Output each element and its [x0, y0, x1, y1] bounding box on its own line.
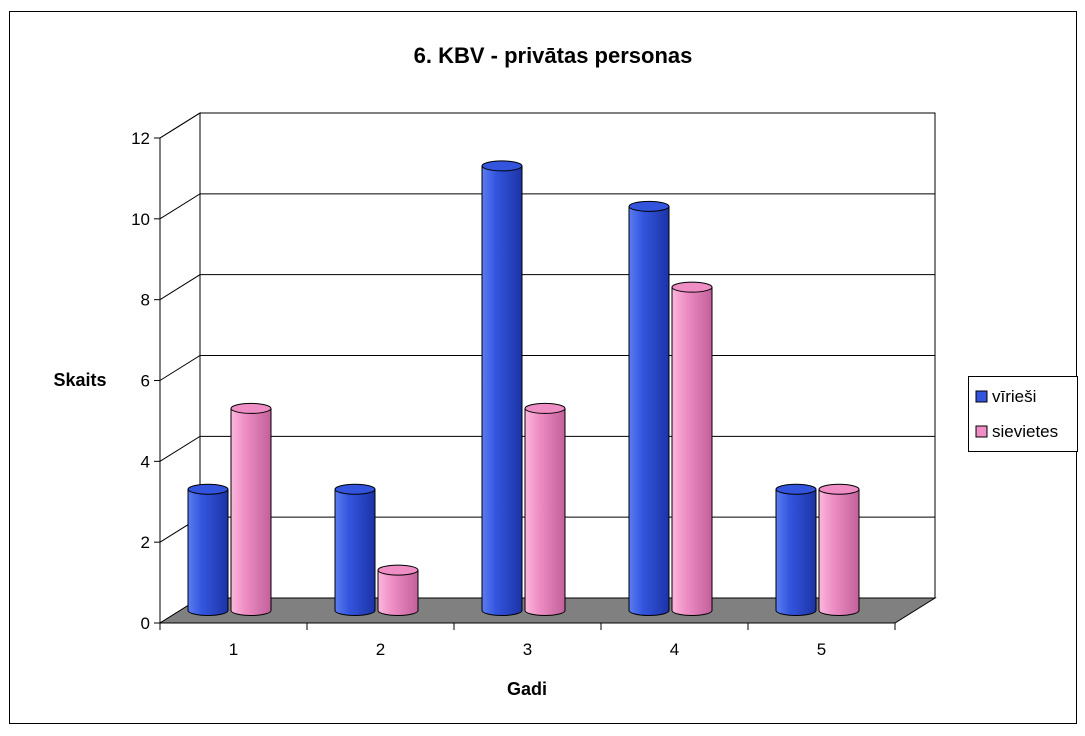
bar-body: [671, 286, 713, 616]
bar-top: [628, 200, 670, 212]
x-axis-title: Gadi: [507, 679, 547, 699]
bar-sievietes-1: [230, 402, 272, 616]
legend: vīrieši sievietes: [968, 376, 1078, 452]
x-tick-label: 4: [670, 640, 679, 659]
bar-vīrieši-1: [187, 483, 229, 616]
bar-body: [481, 165, 523, 616]
bar-vīrieši-3: [481, 160, 523, 616]
legend-box: [968, 376, 1078, 452]
gridline: [159, 193, 935, 220]
bar-top: [481, 160, 523, 172]
bar-top: [524, 402, 566, 414]
bar-top: [334, 483, 376, 495]
legend-label-1: sievietes: [992, 422, 1058, 441]
y-axis-title: Skaits: [53, 370, 106, 390]
bar-top: [230, 402, 272, 414]
legend-label-0: vīrieši: [992, 387, 1036, 406]
x-tick-label: 3: [523, 640, 532, 659]
y-tick-label: 12: [131, 129, 150, 148]
legend-swatch-1: [975, 425, 988, 438]
bar-body: [775, 488, 817, 616]
bar-vīrieši-2: [334, 483, 376, 616]
bar-body: [377, 569, 419, 616]
gridline: [159, 274, 935, 301]
gridline: [159, 112, 935, 139]
x-axis-ticks: 1 2 3 4 5: [159, 623, 896, 659]
x-tick-label: 1: [229, 640, 238, 659]
bar-sievietes-3: [524, 402, 566, 616]
y-axis-ticks: 0 2 4 6 8 10 12: [131, 129, 160, 633]
y-tick-label: 2: [141, 533, 150, 552]
bar-top: [187, 483, 229, 495]
bar-body: [628, 205, 670, 616]
y-tick-label: 0: [141, 614, 150, 633]
bar-body: [334, 488, 376, 616]
y-tick-label: 10: [131, 210, 150, 229]
legend-swatch-0: [975, 390, 988, 403]
bar-body: [187, 488, 229, 616]
bars: [187, 160, 860, 616]
x-tick-label: 2: [376, 640, 385, 659]
bar-sievietes-4: [671, 281, 713, 616]
bar-vīrieši-5: [775, 483, 817, 616]
bar-body: [818, 488, 860, 616]
bar-top: [818, 483, 860, 495]
y-tick-label: 6: [141, 372, 150, 391]
bar-sievietes-5: [818, 483, 860, 616]
bar-top: [775, 483, 817, 495]
bar-top: [377, 564, 419, 576]
bar-sievietes-2: [377, 564, 419, 616]
chart-title: 6. KBV - privātas personas: [414, 43, 693, 68]
y-tick-label: 4: [141, 452, 150, 471]
bar-body: [524, 407, 566, 616]
bar-vīrieši-4: [628, 200, 670, 616]
y-tick-label: 8: [141, 291, 150, 310]
bar-body: [230, 407, 272, 616]
x-tick-label: 5: [817, 640, 826, 659]
bar-top: [671, 281, 713, 293]
